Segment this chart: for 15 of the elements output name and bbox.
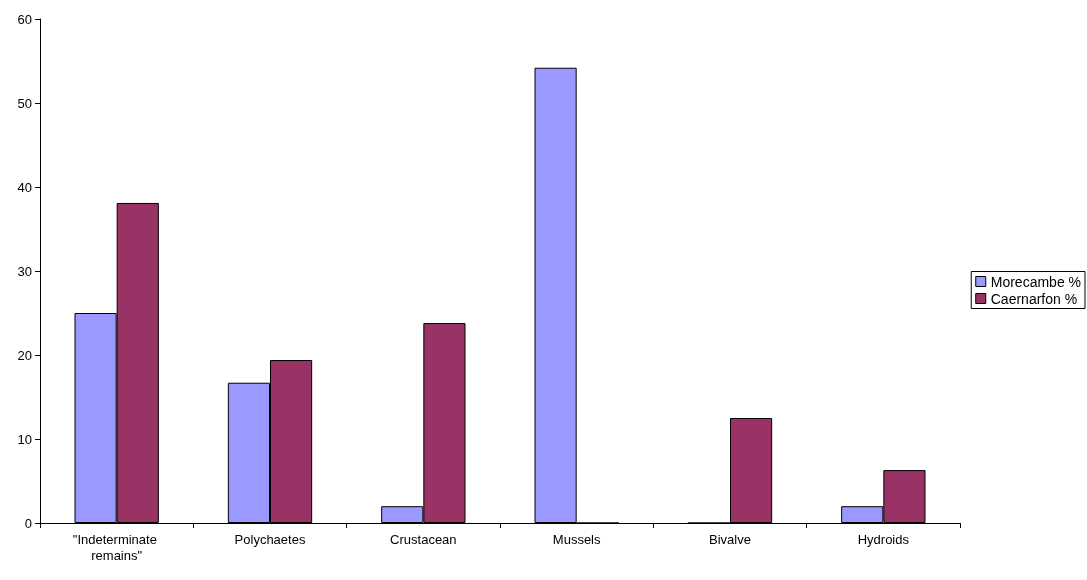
legend-label: Caernarfon % [990, 290, 1078, 307]
x-tick-label: Polychaetes [234, 531, 306, 547]
y-tick-label: 20 [17, 347, 32, 363]
x-tick-label: "Indeterminate remains" [72, 531, 161, 563]
y-tick-label: 40 [17, 179, 32, 195]
x-tick-label: Bivalve [709, 531, 751, 547]
x-tick-label: Hydroids [857, 531, 910, 547]
y-tick-label: 60 [17, 11, 32, 27]
y-tick-label: 50 [17, 95, 32, 111]
legend-label: Morecambe % [990, 273, 1082, 290]
y-tick-label: 30 [17, 263, 32, 279]
x-tick-label: Mussels [552, 531, 601, 547]
y-tick-label: 0 [24, 515, 32, 531]
y-tick-label: 10 [17, 431, 32, 447]
x-tick-label: Crustacean [390, 531, 457, 547]
